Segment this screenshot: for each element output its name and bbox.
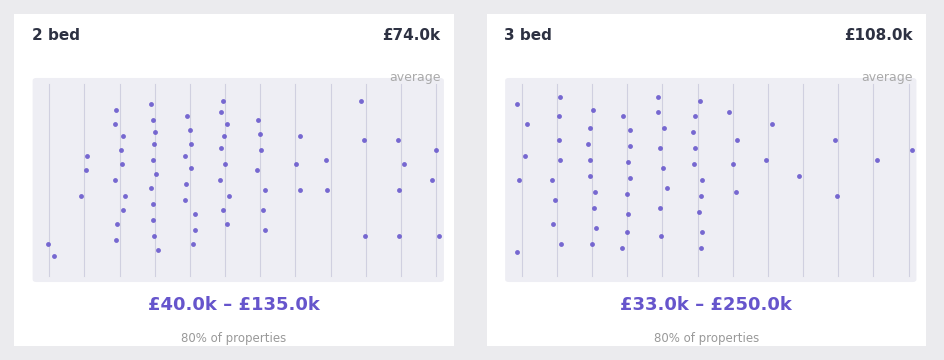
Text: 80% of properties: 80% of properties [181,332,286,345]
Text: 3 bed: 3 bed [504,28,551,42]
Text: 2 bed: 2 bed [32,28,79,42]
Text: £33.0k – £250.0k: £33.0k – £250.0k [620,296,791,314]
Text: 80% of properties: 80% of properties [653,332,758,345]
Text: £108.0k: £108.0k [843,28,912,42]
FancyBboxPatch shape [505,78,916,282]
Text: average: average [861,71,912,84]
FancyBboxPatch shape [33,78,444,282]
Text: £40.0k – £135.0k: £40.0k – £135.0k [148,296,319,314]
Text: average: average [389,71,440,84]
Text: £74.0k: £74.0k [382,28,440,42]
